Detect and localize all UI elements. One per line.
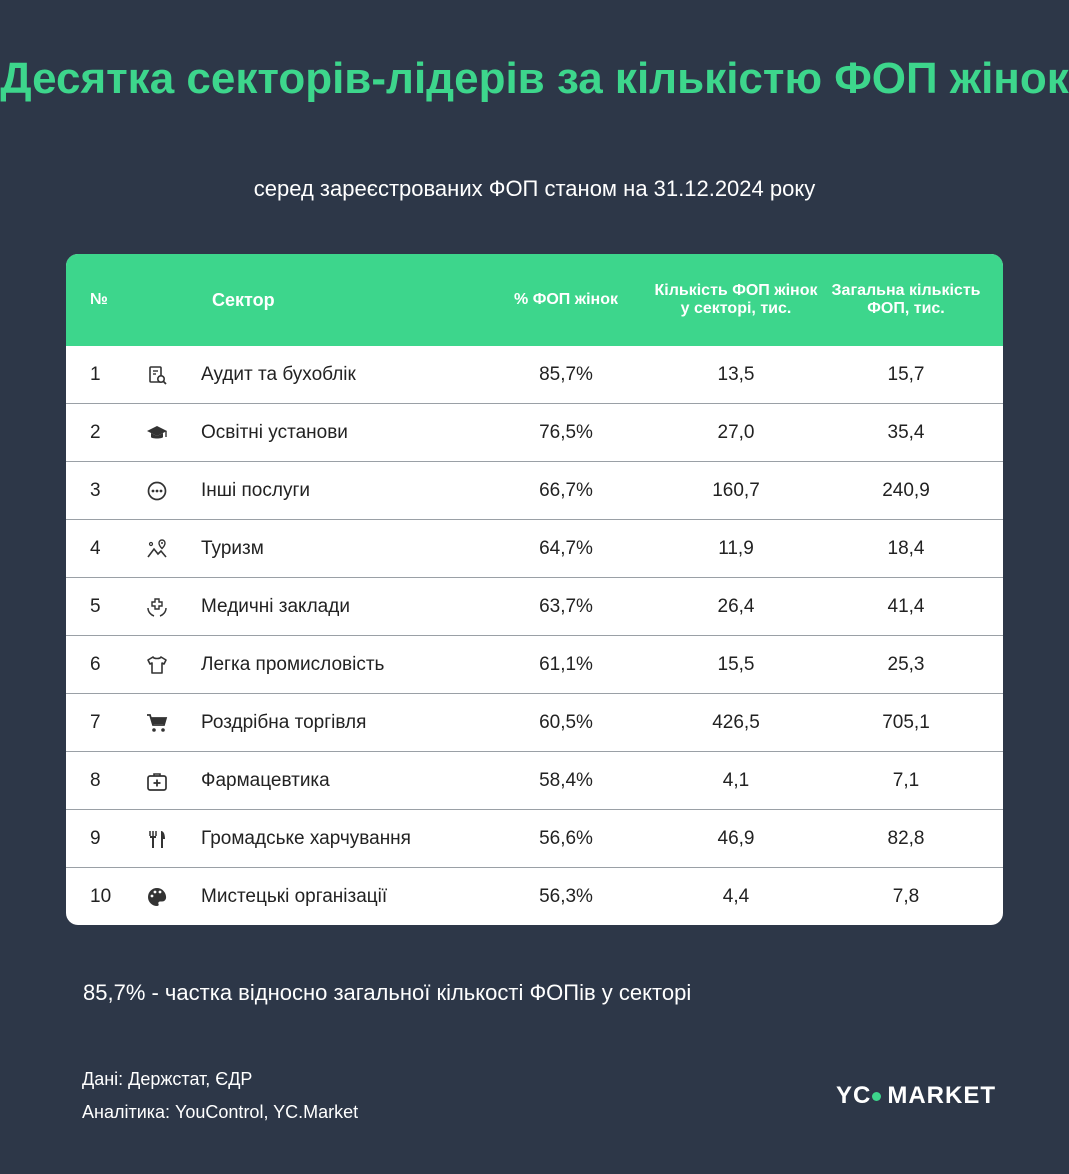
row-total: 82,8 bbox=[887, 827, 925, 849]
source-data: Дані: Держстат, ЄДР bbox=[82, 1069, 253, 1089]
table-row: 10 Мистецькі організації 56,3% 4,4 7,8 bbox=[66, 868, 1003, 925]
row-num: 2 bbox=[90, 421, 101, 443]
row-pct: 56,3% bbox=[539, 885, 593, 907]
landscape-pin-icon bbox=[146, 520, 168, 577]
row-count: 15,5 bbox=[717, 653, 755, 675]
row-sector: Освітні установи bbox=[201, 421, 348, 443]
graduation-cap-icon bbox=[146, 404, 168, 461]
header-count: Кількість ФОП жінок у секторі, тис. bbox=[654, 282, 818, 317]
row-num: 9 bbox=[90, 827, 101, 849]
medical-hands-icon bbox=[146, 578, 168, 635]
row-count: 160,7 bbox=[712, 479, 760, 501]
table-row: 7 Роздрібна торгівля 60,5% 426,5 705,1 bbox=[66, 694, 1003, 752]
row-sector: Роздрібна торгівля bbox=[201, 711, 367, 733]
row-total: 15,7 bbox=[887, 363, 925, 385]
row-pct: 60,5% bbox=[539, 711, 593, 733]
row-count: 26,4 bbox=[717, 595, 755, 617]
more-circle-icon bbox=[146, 462, 168, 519]
row-total: 25,3 bbox=[887, 653, 925, 675]
logo-dot bbox=[872, 1091, 882, 1101]
row-count: 13,5 bbox=[717, 363, 755, 385]
row-sector: Легка промисловість bbox=[201, 653, 385, 675]
row-num: 5 bbox=[90, 595, 101, 617]
table-row: 6 Легка промисловість 61,1% 15,5 25,3 bbox=[66, 636, 1003, 694]
yc-market-logo: YC MARKET bbox=[836, 1080, 996, 1112]
row-total: 7,8 bbox=[892, 885, 920, 907]
table-header: № Сектор % ФОП жінок Кількість ФОП жінок… bbox=[66, 254, 1003, 346]
row-num: 6 bbox=[90, 653, 101, 675]
row-sector: Інші послуги bbox=[201, 479, 310, 501]
tshirt-icon bbox=[146, 636, 168, 693]
page-subtitle: серед зареєстрованих ФОП станом на 31.12… bbox=[253, 176, 816, 201]
table-row: 1 Аудит та бухоблік 85,7% 13,5 15,7 bbox=[66, 346, 1003, 404]
row-count: 11,9 bbox=[718, 537, 754, 559]
row-count: 27,0 bbox=[717, 421, 755, 443]
row-total: 705,1 bbox=[882, 711, 930, 733]
header-total: Загальна кількість ФОП, тис. bbox=[831, 282, 981, 317]
row-count: 426,5 bbox=[712, 711, 760, 733]
row-num: 4 bbox=[90, 537, 101, 559]
palette-icon bbox=[146, 868, 168, 925]
row-pct: 58,4% bbox=[539, 769, 593, 791]
row-count: 4,1 bbox=[722, 769, 750, 791]
header-pct: % ФОП жінок bbox=[514, 291, 618, 308]
table-row: 9 Громадське харчування 56,6% 46,9 82,8 bbox=[66, 810, 1003, 868]
source-analytics: Аналітика: YouControl, YC.Market bbox=[82, 1102, 359, 1122]
footnote: 85,7% - частка відносно загальної кілько… bbox=[83, 980, 692, 1005]
row-total: 41,4 bbox=[887, 595, 925, 617]
table-body: 1 Аудит та бухоблік 85,7% 13,5 15,7 2 Освітні … bbox=[66, 346, 1003, 925]
row-num: 3 bbox=[90, 479, 101, 501]
row-sector: Фармацевтика bbox=[201, 769, 330, 791]
row-total: 7,1 bbox=[892, 769, 920, 791]
row-total: 18,4 bbox=[887, 537, 925, 559]
row-count: 46,9 bbox=[717, 827, 755, 849]
page-title: Десятка секторів-лідерів за кількістю ФО… bbox=[0, 54, 1069, 103]
row-pct: 85,7% bbox=[539, 363, 593, 385]
table-row: 3 Інші послуги 66,7% 160,7 240,9 bbox=[66, 462, 1003, 520]
row-sector: Аудит та бухоблік bbox=[201, 363, 356, 385]
row-pct: 66,7% bbox=[539, 479, 593, 501]
row-num: 8 bbox=[90, 769, 101, 791]
logo-right: MARKET bbox=[887, 1082, 996, 1109]
row-pct: 63,7% bbox=[539, 595, 593, 617]
logo-left: YC bbox=[836, 1082, 872, 1109]
row-pct: 56,6% bbox=[539, 827, 593, 849]
row-count: 4,4 bbox=[722, 885, 750, 907]
row-sector: Медичні заклади bbox=[201, 595, 350, 617]
row-pct: 61,1% bbox=[539, 653, 593, 675]
row-sector: Мистецькі організації bbox=[201, 885, 388, 907]
row-sector: Туризм bbox=[201, 537, 264, 559]
row-num: 10 bbox=[90, 885, 112, 907]
row-total: 240,9 bbox=[882, 479, 930, 501]
first-aid-kit-icon bbox=[146, 752, 168, 809]
row-sector: Громадське харчування bbox=[201, 827, 411, 849]
row-num: 1 bbox=[90, 363, 101, 385]
header-num: № bbox=[90, 291, 108, 308]
sector-table: № Сектор % ФОП жінок Кількість ФОП жінок… bbox=[66, 254, 1003, 925]
table-row: 2 Освітні установи 76,5% 27,0 35,4 bbox=[66, 404, 1003, 462]
table-row: 5 Медичні заклади 63,7% 26,4 41,4 bbox=[66, 578, 1003, 636]
table-row: 8 Фармацевтика 58,4% 4,1 7,1 bbox=[66, 752, 1003, 810]
shopping-cart-icon bbox=[146, 694, 168, 751]
row-pct: 64,7% bbox=[539, 537, 593, 559]
row-num: 7 bbox=[90, 711, 101, 733]
row-pct: 76,5% bbox=[539, 421, 593, 443]
row-total: 35,4 bbox=[887, 421, 925, 443]
audit-icon bbox=[146, 346, 168, 403]
fork-knife-icon bbox=[146, 810, 168, 867]
header-sector: Сектор bbox=[212, 290, 275, 310]
table-row: 4 Туризм 64,7% 11,9 18,4 bbox=[66, 520, 1003, 578]
